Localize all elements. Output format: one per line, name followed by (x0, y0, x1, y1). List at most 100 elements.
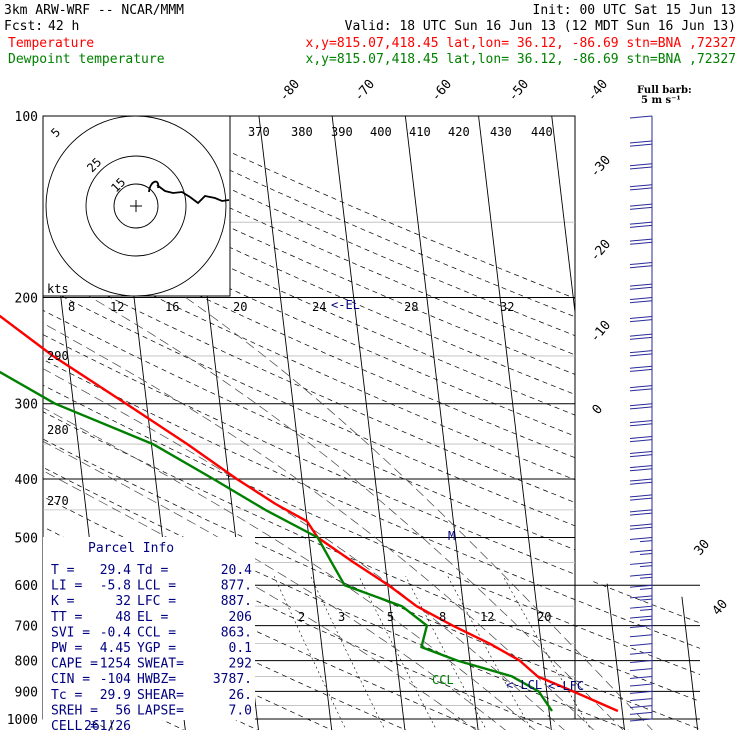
theta-label: 430 (490, 125, 512, 139)
moist-adiabat (43, 116, 596, 730)
wind-barb-flag (629, 403, 653, 407)
isotherm-line (694, 116, 700, 730)
mixing-ratio-line (358, 576, 438, 730)
wind-barb-half (639, 576, 653, 579)
wind-barb-flag (629, 573, 653, 577)
wind-barb-flag (629, 140, 653, 144)
init-time: Init: 00 UTC Sat 15 Jun 13 (533, 3, 737, 18)
lfc-label: <-LFC (548, 679, 584, 693)
theta-label: 280 (47, 423, 69, 437)
parcel-row-value2: 20.4 (221, 563, 252, 578)
parcel-row-label: T = (51, 563, 75, 578)
parcel-row: CIN = -104 HWBZ= 3787. (51, 672, 252, 687)
wind-barb-flag (629, 526, 653, 530)
wind-barb-flag (629, 668, 653, 672)
wind-barb-half (639, 598, 653, 601)
temperature-legend: Temperature (8, 36, 94, 51)
dry-adiabat (43, 116, 700, 730)
isotherm-label: -50 (506, 77, 533, 105)
parcel-row: SREH = 56 LAPSE= 7.0 (51, 703, 252, 718)
wind-barb-flag (629, 523, 653, 527)
wind-barbs (629, 115, 653, 722)
mixing-ratio-label: 3 (338, 610, 345, 624)
isotherm-line (548, 116, 626, 730)
isotherm-label: 0 (590, 402, 607, 418)
parcel-row-label2: CCL = (137, 625, 176, 640)
isobar-label: 700 (15, 620, 38, 635)
wind-barb-flag (629, 439, 653, 443)
parcel-row-value: 48 (115, 610, 131, 625)
wind-barb-flag (629, 238, 653, 242)
parcel-row-label2: LAPSE= (137, 703, 184, 718)
parcel-row-label2: SWEAT= (137, 657, 184, 672)
parcel-row-value2: 3787. (213, 672, 252, 687)
moist-adiabat (43, 116, 625, 730)
isobar-label: 400 (15, 473, 38, 488)
parcel-row-value: 261/26 (84, 719, 131, 734)
parcel-row-label: CELL = (51, 719, 98, 734)
mixing-ratio-label: 8 (439, 610, 446, 624)
wind-barb-half (639, 540, 653, 543)
dewpoint-location: x,y=815.07,418.45 lat,lon= 36.12, -86.69… (306, 52, 736, 67)
hodograph-ring (85, 155, 187, 257)
parcel-row-value2: 0.1 (229, 641, 252, 656)
wind-barb-flag (629, 184, 653, 188)
dry-adiabat (43, 116, 700, 730)
isotherm-line (255, 116, 333, 730)
parcel-row-label2: EL = (137, 610, 168, 625)
wind-barb-flag (629, 660, 653, 664)
mark-label: M (448, 529, 455, 543)
parcel-row-value: 29.4 (100, 563, 131, 578)
parcel-row-label: K = (51, 594, 75, 609)
speed-tick-label: 20 (233, 300, 247, 314)
dry-adiabat (43, 116, 700, 730)
dry-adiabat (43, 116, 700, 730)
wind-barb-flag (629, 423, 653, 427)
parcel-row-value2: 26. (229, 688, 252, 703)
isobar-label: 800 (15, 655, 38, 670)
parcel-row-value2: 7.0 (229, 703, 252, 718)
mixing-ratio-label: 12 (480, 610, 494, 624)
dry-adiabat (43, 116, 559, 730)
isobar-label: 200 (15, 292, 38, 307)
dewpoint-legend: Dewpoint temperature (8, 52, 165, 67)
temperature-location: x,y=815.07,418.45 lat,lon= 36.12, -86.69… (306, 36, 736, 51)
wind-barb-flag (629, 368, 653, 372)
wind-barb-half (639, 608, 653, 611)
mixing-ratio-line (405, 576, 488, 730)
wind-barb-flag (629, 297, 653, 301)
parcel-row: LI = -5.8 LCL = 877. (51, 579, 252, 594)
wind-barb-flag (629, 350, 653, 354)
wind-barb-half (639, 552, 653, 555)
isobar-label: 100 (15, 110, 38, 125)
parcel-row-label: SREH = (51, 703, 98, 718)
mixing-ratio-line (447, 576, 533, 730)
isobar-label: 500 (15, 531, 38, 546)
wind-barb-flag (629, 206, 653, 210)
isotherm-line (474, 116, 552, 730)
parcel-row: CELL =261/26 (51, 719, 131, 734)
wind-barb-flag (629, 333, 653, 337)
speed-tick-label: 8 (68, 300, 75, 314)
parcel-row-label: LI = (51, 579, 82, 594)
wind-barb-flag (629, 115, 653, 119)
isotherm-label: -70 (352, 77, 379, 105)
forecast-label: Fcst: (4, 19, 43, 34)
parcel-row-label: Tc = (51, 688, 82, 703)
parcel-row-value2: 206 (229, 610, 252, 625)
wind-barb-flag (629, 336, 653, 340)
theta-label: 440 (531, 125, 553, 139)
wind-barb-half (639, 618, 653, 621)
wind-barb-flag (629, 353, 653, 357)
wind-barb-flag (629, 454, 653, 458)
wind-barb-flag (629, 143, 653, 147)
dry-adiabat (43, 116, 700, 730)
theta-label: 400 (370, 125, 392, 139)
parcel-row-label: CIN = (51, 672, 90, 687)
parcel-info-title: Parcel Info (88, 541, 174, 556)
isotherm-label: -40 (585, 77, 612, 105)
model-title: 3km ARW-WRF -- NCAR/MMM (4, 3, 184, 18)
hodograph-ring (45, 115, 227, 297)
isotherm-label: 30 (692, 537, 714, 559)
hodograph-ring (113, 183, 159, 229)
